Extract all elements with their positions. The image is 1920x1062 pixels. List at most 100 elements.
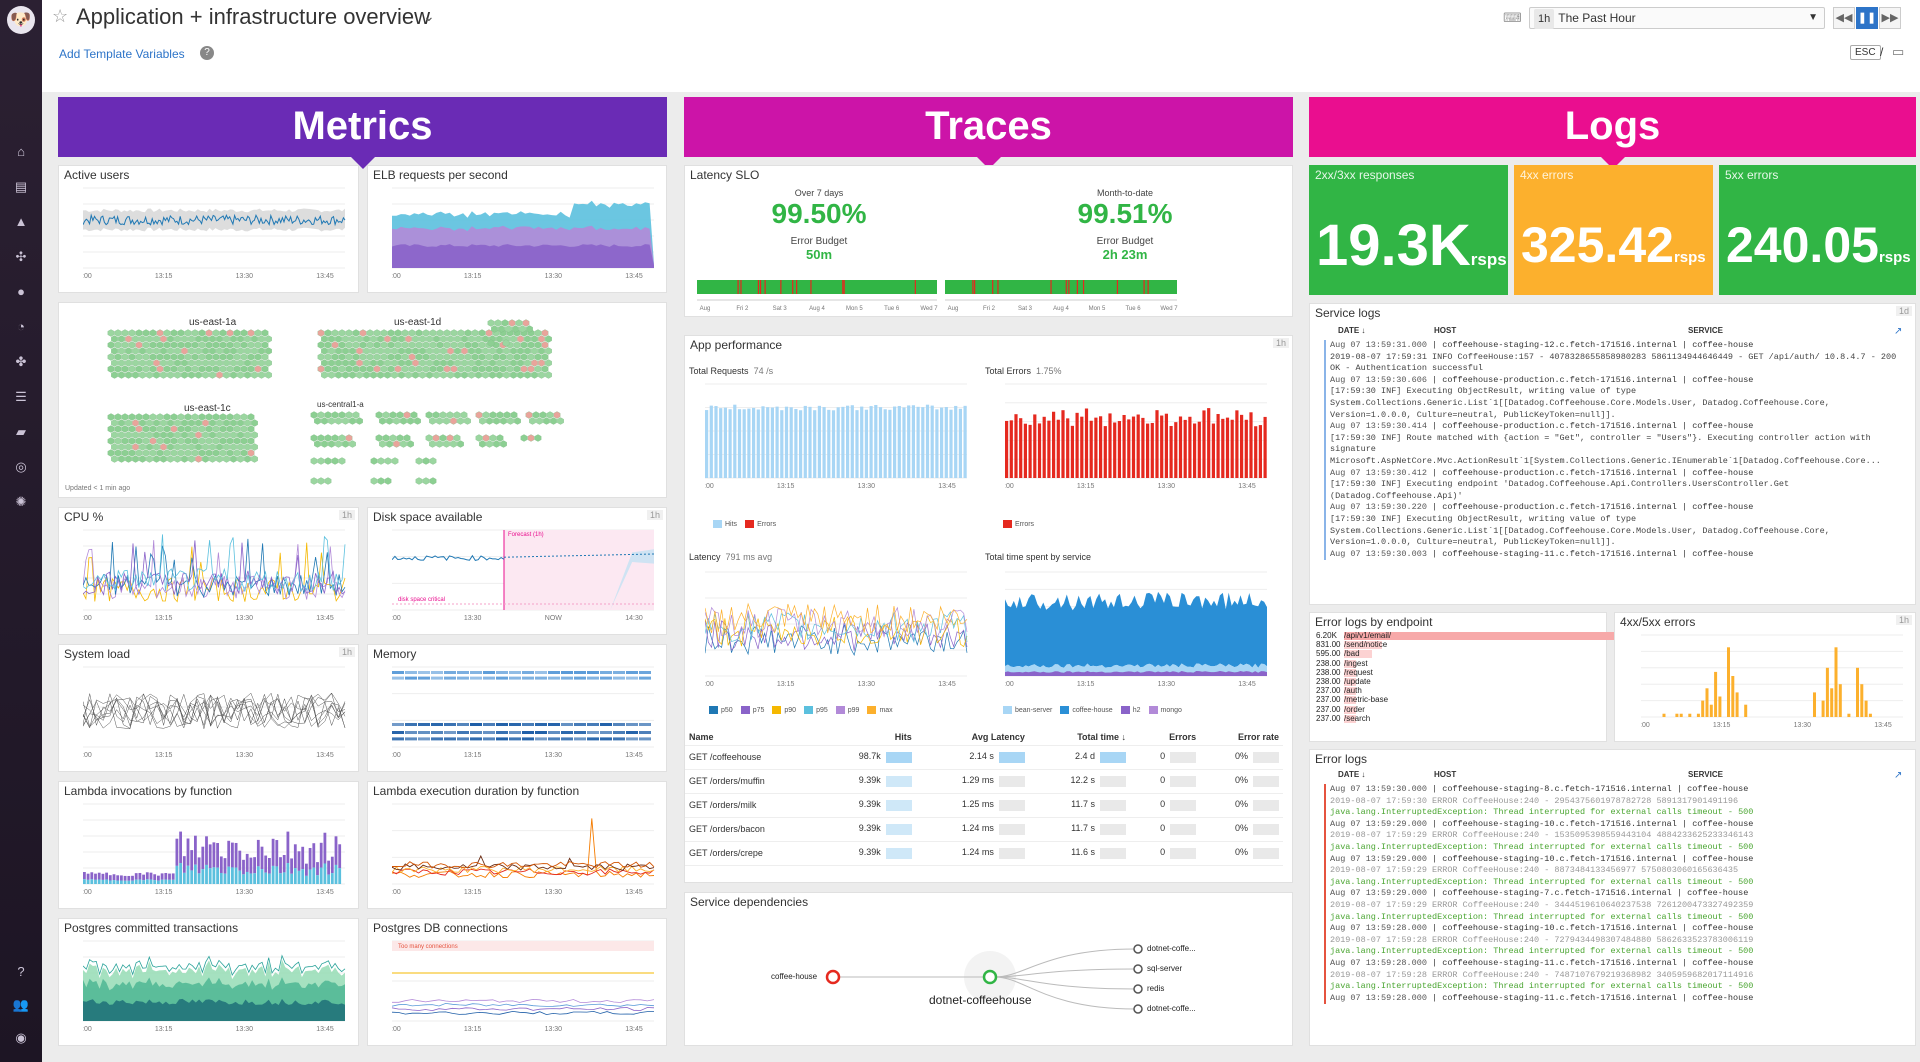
user-avatar-icon[interactable]: ◉ — [15, 1030, 27, 1045]
help-icon[interactable]: ? — [17, 964, 25, 979]
apm-icon[interactable]: ◔ — [17, 319, 25, 334]
node-label[interactable]: dotnet-coffe... — [1147, 1004, 1196, 1013]
synthetics-icon[interactable]: ◎ — [15, 459, 27, 474]
table-row[interactable]: GET /orders/crepe 9.39k 1.24 ms 11.6 s 0 0% — [685, 841, 1283, 866]
monitors-icon[interactable]: ● — [17, 284, 25, 299]
toplist-row[interactable]: 237.00/order — [1316, 705, 1606, 714]
node-label[interactable]: dotnet-coffe... — [1147, 944, 1196, 953]
toplist-row[interactable]: 238.00/update — [1316, 677, 1606, 687]
node-label-dotnet-coffeehouse[interactable]: dotnet-coffeehouse — [929, 993, 1032, 1007]
log-row[interactable]: Aug 07 13:59:30.003 | coffeehouse-stagin… — [1324, 548, 1909, 561]
keyboard-icon[interactable]: ⌨ — [1503, 10, 1522, 25]
node-label[interactable]: sql-server — [1147, 964, 1183, 973]
log-row[interactable]: Aug 07 13:59:30.606 | coffeehouse-produc… — [1324, 374, 1909, 422]
pause-button[interactable]: ❚❚ — [1856, 7, 1878, 29]
toplist-row[interactable]: 6.20K/api/v1/email/ — [1316, 631, 1614, 640]
table-row[interactable]: GET /orders/bacon 9.39k 1.24 ms 11.7 s 0 0% — [685, 817, 1283, 842]
title-chevron-down-icon[interactable]: ⌄ — [423, 8, 435, 24]
forward-button[interactable]: ▶▶ — [1879, 7, 1901, 29]
responses-2xx-widget[interactable]: 2xx/3xx responses 19.3Krsps — [1309, 165, 1508, 295]
column-header-host[interactable]: HOST — [1434, 326, 1457, 335]
service-logs-widget[interactable]: Service logs 1d DATE ↓ HOST SERVICE ↗ Aug… — [1309, 303, 1916, 605]
lambda-invocations-widget[interactable]: Lambda invocations by function10K8K6K4K2… — [58, 781, 359, 909]
list-icon[interactable]: ▤ — [14, 179, 28, 194]
column-header-date[interactable]: DATE ↓ — [1338, 326, 1366, 335]
add-template-variables-link[interactable]: Add Template Variables — [59, 47, 185, 61]
error-logs-list[interactable]: Aug 07 13:59:30.000 | coffeehouse-stagin… — [1324, 784, 1909, 1044]
error-log-row[interactable]: Aug 07 13:59:29.000 | coffeehouse-stagin… — [1324, 853, 1909, 889]
toplist-row[interactable]: 595.00/bad — [1316, 649, 1606, 659]
esc-key-badge[interactable]: ESC — [1850, 45, 1881, 60]
table-row[interactable]: GET /orders/muffin 9.39k 1.29 ms 12.2 s 0 0% — [685, 769, 1283, 794]
column-header[interactable]: Errors — [1130, 729, 1201, 746]
toplist-row[interactable]: 831.00/send/notice — [1316, 640, 1606, 650]
errors-5xx-widget[interactable]: 5xx errors 240.05rsps — [1719, 165, 1916, 295]
favorite-star-icon[interactable]: ☆ — [52, 6, 69, 26]
column-header[interactable]: Name — [685, 729, 819, 746]
toplist-row[interactable]: 238.00/ingest — [1316, 659, 1606, 668]
latency-slo-widget[interactable]: Latency SLO Over 7 days 99.50% Error Budge… — [684, 165, 1293, 317]
column-header-date[interactable]: DATE ↓ — [1338, 770, 1366, 779]
column-header-service[interactable]: SERVICE — [1688, 326, 1723, 335]
notebook-icon[interactable]: ▰ — [16, 424, 26, 439]
node-label[interactable]: redis — [1147, 984, 1165, 993]
logs-icon[interactable]: ☰ — [15, 389, 27, 404]
lambda-bar — [123, 880, 127, 884]
pg-connections-widget[interactable]: Postgres DB connections400200013:0013:15… — [367, 918, 667, 1046]
table-row[interactable]: GET /orders/milk 9.39k 1.25 ms 11.7 s 0 0% — [685, 793, 1283, 818]
puzzle-icon[interactable]: ✤ — [15, 354, 27, 369]
service-dependencies-widget[interactable]: Service dependencies coffee-house dotnet… — [684, 892, 1293, 1046]
dashboard-title[interactable]: Application + infrastructure overview — [76, 4, 430, 29]
node-label-coffee-house[interactable]: coffee-house — [771, 972, 818, 981]
error-logs-endpoint-widget[interactable]: Error logs by endpoint 6.20K/api/v1/emai… — [1309, 612, 1614, 742]
pg-transactions-widget[interactable]: Postgres committed transactions5K4K3K2K1… — [58, 918, 359, 1046]
error-log-row[interactable]: Aug 07 13:59:28.000 | coffeehouse-stagin… — [1324, 992, 1909, 1005]
open-in-logs-icon[interactable]: ↗ — [1894, 326, 1903, 337]
hostmap-widget[interactable]: us-east-1a us-east-1d us-east-1c us-cent… — [58, 302, 667, 498]
column-header[interactable]: Total time ↓ — [1028, 729, 1131, 746]
team-icon[interactable]: 👥 — [12, 997, 30, 1012]
log-row[interactable]: Aug 07 13:59:31.000 | coffeehouse-stagin… — [1324, 340, 1909, 375]
log-row[interactable]: Aug 07 13:59:30.414 | coffeehouse-produc… — [1324, 421, 1909, 468]
app-performance-table[interactable]: Name Hits Avg Latency Total time ↓ Errors Err… — [685, 729, 1283, 866]
toplist-row[interactable]: 238.00/request — [1316, 668, 1606, 677]
errors-45xx-widget[interactable]: 4xx/5xx errors1h250K200K150K100K50K0K13:… — [1614, 612, 1916, 742]
table-row[interactable]: GET /coffeehouse 98.7k 2.14 s 2.4 d 0 0% — [685, 745, 1283, 770]
error-log-row[interactable]: Aug 07 13:59:29.000 | coffeehouse-stagin… — [1324, 818, 1909, 854]
time-range-select[interactable]: 1h The Past Hour ▼ — [1529, 7, 1825, 29]
error-logs-widget[interactable]: Error logs DATE ↓ HOST SERVICE ↗ Aug 07 … — [1309, 749, 1916, 1046]
lambda-duration-widget[interactable]: Lambda execution duration by function302… — [367, 781, 667, 909]
dashboards-icon[interactable]: ⌂ — [17, 144, 25, 159]
security-icon[interactable]: ✺ — [15, 494, 27, 509]
column-header[interactable]: Error rate — [1200, 729, 1283, 746]
error-log-row[interactable]: Aug 07 13:59:30.000 | coffeehouse-stagin… — [1324, 784, 1909, 819]
toplist-row[interactable]: 237.00/search — [1316, 714, 1606, 723]
error-log-row[interactable]: Aug 07 13:59:29.000 | coffeehouse-stagin… — [1324, 888, 1909, 924]
toplist-row[interactable]: 237.00/auth — [1316, 686, 1606, 696]
elb-widget[interactable]: ELB requests per second25K20K15K10K5K0K1… — [367, 165, 667, 293]
metrics-icon[interactable]: ▲ — [14, 214, 28, 229]
error-log-row[interactable]: Aug 07 13:59:28.000 | coffeehouse-stagin… — [1324, 923, 1909, 958]
tv-mode-icon[interactable]: ▭ — [1892, 44, 1905, 59]
log-row[interactable]: Aug 07 13:59:30.412 | coffeehouse-produc… — [1324, 467, 1909, 503]
column-header-host[interactable]: HOST — [1434, 770, 1457, 779]
rewind-button[interactable]: ◀◀ — [1833, 7, 1855, 29]
open-in-logs-icon[interactable]: ↗ — [1894, 770, 1903, 781]
column-header[interactable]: Avg Latency — [915, 729, 1029, 746]
toplist-row[interactable]: 237.00/metric-base — [1316, 695, 1606, 705]
log-row[interactable]: Aug 07 13:59:30.220 | coffeehouse-produc… — [1324, 502, 1909, 549]
error-log-row[interactable]: Aug 07 13:59:28.000 | coffeehouse-stagin… — [1324, 957, 1909, 993]
active-users-widget[interactable]: Active users5K4K3K2K1K0K13:0013:1513:301… — [58, 165, 359, 293]
help-question-icon[interactable]: ? — [200, 46, 214, 60]
column-header-service[interactable]: SERVICE — [1688, 770, 1723, 779]
errors-4xx-widget[interactable]: 4xx errors 325.42rsps — [1514, 165, 1713, 295]
integrations-icon[interactable]: ✣ — [15, 249, 27, 264]
app-performance-widget[interactable]: App performance 1h Total Requests 74 /s T… — [684, 335, 1293, 883]
service-logs-list[interactable]: Aug 07 13:59:31.000 | coffeehouse-stagin… — [1324, 340, 1909, 602]
datadog-logo-icon[interactable]: 🐶 — [7, 6, 35, 34]
column-header[interactable]: Hits — [818, 729, 916, 746]
disk-widget[interactable]: Disk space available1h1.510.5013:0013:30… — [367, 507, 667, 635]
